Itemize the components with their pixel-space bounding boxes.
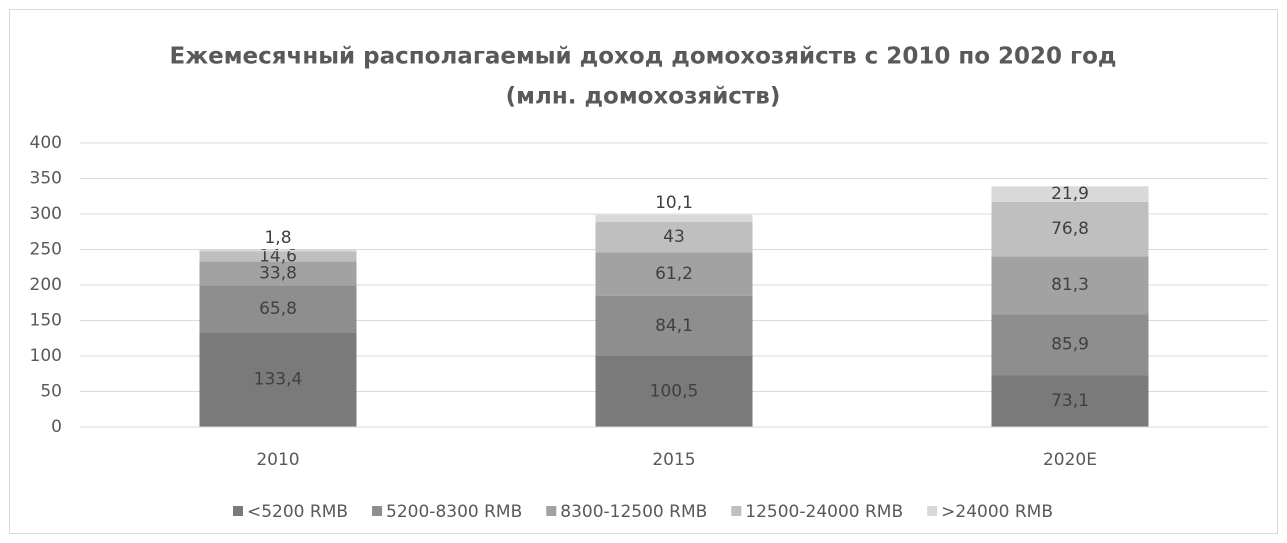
- data-label: 21,9: [1051, 184, 1089, 204]
- data-label: 33,8: [259, 264, 297, 284]
- bar-segment: [595, 252, 753, 296]
- y-tick-label: 350: [30, 169, 62, 189]
- data-label: 43: [663, 227, 685, 247]
- bar-segment: [991, 375, 1149, 427]
- y-tick-label: 400: [30, 133, 62, 153]
- bar-segment: [595, 295, 753, 356]
- data-label: 61,2: [655, 264, 693, 284]
- data-label: 133,4: [254, 370, 303, 390]
- bar-segment: [595, 214, 753, 222]
- y-tick-label: 0: [51, 417, 62, 437]
- legend-swatch: [372, 506, 383, 516]
- bar-segment: [991, 186, 1149, 202]
- data-label: 10,1: [655, 193, 693, 213]
- data-label: 84,1: [655, 316, 693, 336]
- bar-segment: [991, 201, 1149, 257]
- y-tick-label: 300: [30, 204, 62, 224]
- bar-segment: [595, 355, 753, 427]
- legend-swatch: [731, 506, 742, 516]
- legend-swatch: [546, 506, 557, 516]
- y-tick-label: 100: [30, 346, 62, 366]
- data-label: 1,8: [264, 228, 291, 248]
- bar-segment: [991, 314, 1149, 376]
- legend-swatch: [927, 506, 938, 516]
- y-tick-label: 200: [30, 275, 62, 295]
- legend-label: 8300-12500 RMB: [560, 502, 707, 522]
- legend-label: 5200-8300 RMB: [386, 502, 522, 522]
- bar-segment: [595, 221, 753, 253]
- y-tick-label: 150: [30, 311, 62, 331]
- data-label: 85,9: [1051, 335, 1089, 355]
- bar-segment: [199, 249, 357, 252]
- data-label: 76,8: [1051, 219, 1089, 239]
- bar-segment: [199, 285, 357, 333]
- data-label: 100,5: [650, 381, 699, 401]
- bar-segment: [199, 261, 357, 286]
- x-tick-label: 2015: [652, 450, 695, 470]
- bar-segment: [199, 251, 357, 262]
- data-label: 73,1: [1051, 391, 1089, 411]
- legend-swatch: [232, 506, 243, 516]
- y-tick-label: 50: [40, 382, 62, 402]
- data-label: 14,6: [259, 246, 297, 266]
- chart-title: (млн. домохозяйств): [506, 84, 781, 110]
- legend-label: >24000 RMB: [941, 502, 1053, 522]
- legend-label: 12500-24000 RMB: [745, 502, 903, 522]
- x-tick-label: 2020E: [1043, 450, 1097, 470]
- y-tick-label: 250: [30, 240, 62, 260]
- chart-title: Ежемесячный располагаемый доход домохозя…: [170, 44, 1117, 70]
- data-label: 81,3: [1051, 275, 1089, 295]
- data-label: 65,8: [259, 299, 297, 319]
- legend-label: <5200 RMB: [247, 502, 348, 522]
- x-tick-label: 2010: [256, 450, 299, 470]
- bar-segment: [991, 256, 1149, 315]
- bar-segment: [199, 332, 357, 427]
